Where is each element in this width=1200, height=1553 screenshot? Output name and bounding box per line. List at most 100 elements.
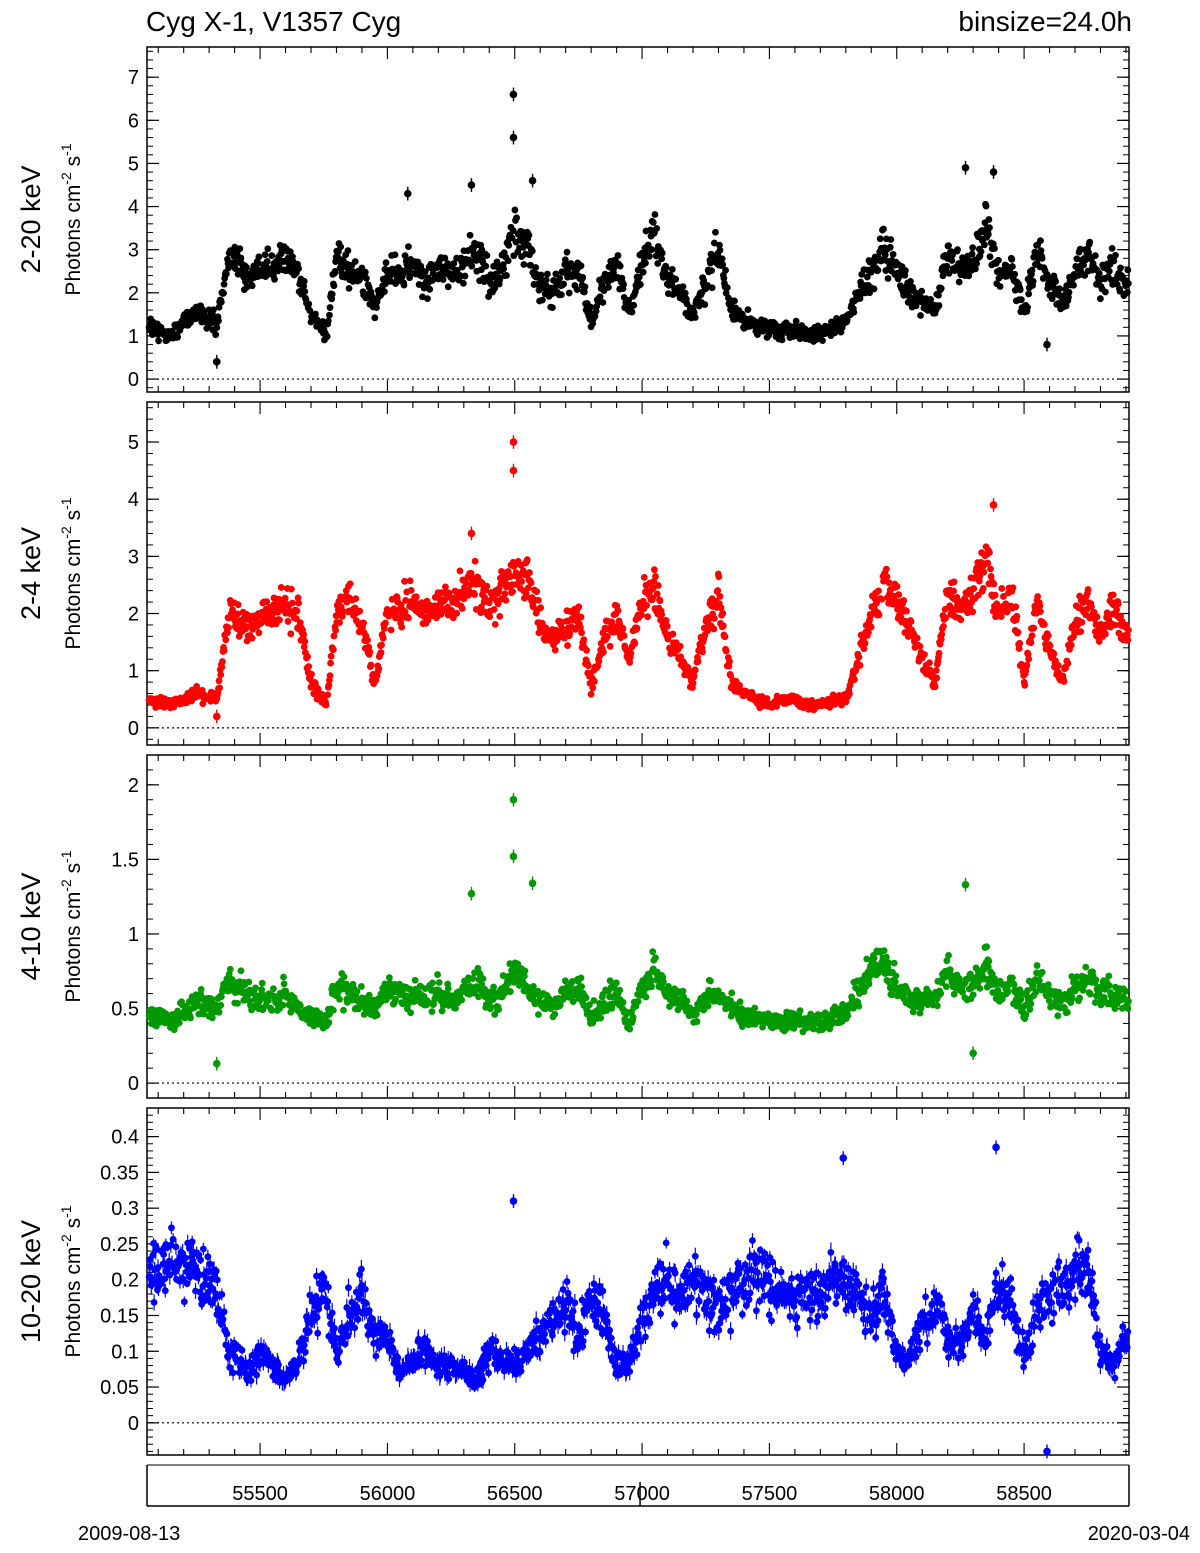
data-point (1029, 277, 1037, 285)
data-point (886, 243, 894, 251)
data-point (653, 225, 661, 232)
data-point (1017, 296, 1025, 304)
data-point (533, 588, 541, 596)
data-point (850, 308, 858, 316)
data-point (691, 314, 699, 321)
data-point (263, 598, 271, 606)
data-point (1011, 270, 1019, 278)
data-point (870, 285, 878, 293)
data-point (1025, 290, 1033, 298)
data-point (217, 671, 225, 679)
data-point (424, 295, 431, 303)
data-point (401, 252, 409, 260)
outlier-point (989, 168, 998, 176)
data-point (520, 261, 528, 268)
data-point (505, 241, 513, 249)
data-point (361, 268, 369, 276)
data-point (496, 276, 504, 284)
data-point (518, 578, 526, 585)
outlier-point (961, 163, 970, 172)
outlier-point (212, 358, 221, 366)
data-point (1009, 263, 1016, 270)
data-point (366, 648, 374, 656)
data-point (351, 258, 359, 265)
data-point (373, 304, 380, 311)
data-point (642, 259, 649, 267)
y-tick-label: 5 (128, 432, 139, 454)
data-point (426, 285, 434, 293)
data-point (491, 620, 499, 628)
data-point (155, 337, 162, 345)
y-tick-label: 4 (128, 489, 139, 511)
data-point (502, 596, 510, 604)
data-point (210, 306, 217, 314)
data-point (289, 599, 296, 607)
y-tick-label: 1 (128, 661, 139, 683)
data-point (1102, 288, 1109, 296)
data-point (708, 267, 715, 274)
data-point (954, 246, 961, 254)
data-point (819, 337, 826, 345)
data-point (287, 585, 295, 593)
data-point (391, 251, 399, 259)
data-point (792, 317, 800, 325)
data-point (980, 241, 988, 249)
data-point (300, 277, 308, 285)
data-point (668, 265, 676, 273)
data-point (377, 649, 385, 657)
outlier-point (1043, 340, 1051, 349)
data-point (509, 227, 517, 235)
data-point (874, 266, 882, 274)
data-point (217, 298, 225, 306)
data-point (301, 288, 309, 295)
data-point (645, 252, 653, 260)
data-point (375, 665, 383, 673)
data-point (268, 252, 276, 260)
data-point (248, 634, 256, 642)
data-point (441, 254, 449, 262)
data-point (884, 275, 892, 282)
y-tick-label: 6 (128, 110, 139, 132)
data-point (327, 652, 335, 660)
data-point (483, 252, 491, 259)
outlier-point (509, 133, 518, 142)
data-point (243, 263, 250, 271)
data-point (620, 280, 627, 288)
outlier-point (528, 176, 537, 185)
data-point (630, 301, 638, 309)
data-point (564, 642, 571, 649)
data-point (581, 283, 589, 291)
data-point (681, 289, 689, 297)
data-point (616, 262, 624, 270)
data-point (400, 281, 408, 289)
data-point (363, 274, 370, 282)
data-point (973, 260, 980, 268)
panel-1: 0 1 2 3 4 5 6 7 2-20 keV Photons cm-2 s-1 (16, 46, 1132, 393)
y-tick-label: 0 (128, 718, 139, 740)
data-point (712, 228, 719, 236)
data-point (215, 677, 223, 685)
data-point (984, 230, 992, 238)
data-point (222, 636, 230, 644)
data-point (406, 577, 414, 585)
data-point (330, 282, 338, 290)
y-tick-label: 4 (128, 197, 139, 219)
data-point (996, 283, 1004, 290)
data-point (526, 569, 533, 576)
data-point (503, 272, 510, 279)
data-point (264, 245, 272, 253)
data-point (500, 265, 508, 273)
data-point (945, 242, 952, 250)
data-point (337, 243, 345, 251)
data-point (1108, 244, 1116, 252)
data-point (905, 292, 913, 300)
data-point (513, 214, 520, 222)
data-point (405, 614, 412, 622)
data-point (1056, 285, 1063, 293)
data-point (1024, 303, 1031, 311)
data-point (943, 262, 951, 270)
data-point (276, 616, 283, 624)
data-point (658, 249, 666, 257)
data-point (628, 308, 636, 316)
data-point (421, 268, 429, 276)
